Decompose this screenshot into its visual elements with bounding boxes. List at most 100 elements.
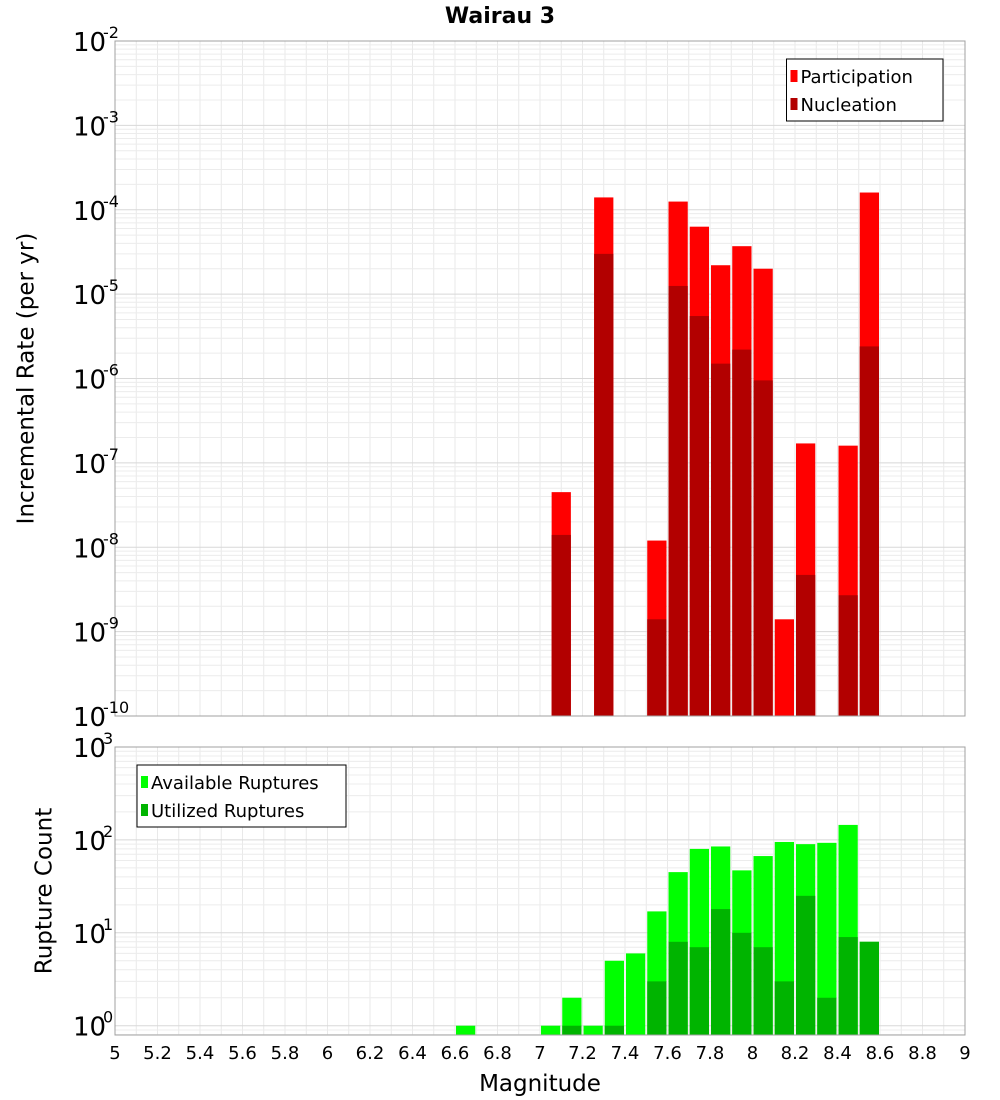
y-tick-label: 10 xyxy=(73,450,106,480)
x-axis-label: Magnitude xyxy=(479,1071,601,1097)
bar xyxy=(689,316,709,716)
x-tick-label: 6.4 xyxy=(398,1043,427,1064)
x-tick-label: 5.8 xyxy=(271,1043,300,1064)
y-tick-label: 10 xyxy=(73,281,106,311)
x-tick-label: 6.6 xyxy=(441,1043,470,1064)
bar xyxy=(551,534,571,716)
bar xyxy=(626,953,646,1035)
x-tick-label: 8.4 xyxy=(823,1043,852,1064)
y-axis-label: Incremental Rate (per yr) xyxy=(14,233,40,525)
bar xyxy=(668,941,688,1035)
x-tick-label: 5.6 xyxy=(228,1043,257,1064)
x-tick-label: 7.6 xyxy=(653,1043,682,1064)
y-tick-exponent: -8 xyxy=(103,529,119,548)
y-tick-exponent: -2 xyxy=(103,23,119,42)
legend-swatch xyxy=(141,776,148,788)
series-nucleation xyxy=(551,253,879,716)
legend: Participation Nucleation xyxy=(786,58,944,122)
grid xyxy=(114,40,966,717)
x-tick-label: 8.8 xyxy=(908,1043,937,1064)
bar xyxy=(796,574,816,716)
x-tick-label: 5.4 xyxy=(186,1043,215,1064)
bar xyxy=(594,253,614,716)
x-tick-label: 7.2 xyxy=(568,1043,597,1064)
bar xyxy=(689,947,709,1035)
bar xyxy=(859,941,879,1035)
x-tick-label: 7 xyxy=(534,1043,545,1064)
legend-label: Participation xyxy=(801,67,913,88)
bar xyxy=(817,842,837,1035)
bar xyxy=(604,960,624,1035)
x-tick-label: 9 xyxy=(959,1043,970,1064)
bar xyxy=(583,1025,603,1035)
y-tick-exponent: 0 xyxy=(103,1008,113,1027)
y-tick-label: 10 xyxy=(73,619,106,649)
bar xyxy=(732,349,752,716)
y-tick-label: 10 xyxy=(73,366,106,396)
legend-swatch xyxy=(141,804,148,816)
legend-swatch xyxy=(790,70,798,82)
bar xyxy=(562,1025,582,1035)
y-tick-exponent: -6 xyxy=(103,361,119,380)
bar xyxy=(711,909,731,1035)
y-tick-exponent: -10 xyxy=(103,698,129,717)
x-tick-label: 8.6 xyxy=(866,1043,895,1064)
y-tick-exponent: 3 xyxy=(103,729,113,748)
legend-box xyxy=(136,764,347,828)
y-tick-label: 10 xyxy=(73,28,106,58)
legend-label: Nucleation xyxy=(801,95,897,116)
bar xyxy=(711,363,731,716)
y-tick-label: 10 xyxy=(73,534,106,564)
x-tick-label: 5.2 xyxy=(143,1043,172,1064)
legend-box xyxy=(786,58,944,122)
plot-frame xyxy=(114,40,966,717)
y-tick-exponent: -4 xyxy=(103,192,119,211)
y-tick-exponent: -9 xyxy=(103,614,119,633)
x-tick-label: 6 xyxy=(322,1043,333,1064)
legend: Available Ruptures Utilized Ruptures xyxy=(136,764,347,828)
legend-label: Available Ruptures xyxy=(151,773,319,794)
y-tick-label: 10 xyxy=(73,703,106,733)
bar xyxy=(456,1025,476,1035)
bar xyxy=(562,997,582,1035)
y-tick-label: 10 xyxy=(73,1013,106,1043)
bar xyxy=(753,380,773,716)
y-tick-label: 10 xyxy=(73,112,106,142)
y-tick-label: 10 xyxy=(73,734,106,764)
x-tick-label: 5 xyxy=(109,1043,120,1064)
y-tick-label: 10 xyxy=(73,920,106,950)
bar xyxy=(647,619,667,716)
bar xyxy=(817,997,837,1035)
y-axis-label: Rupture Count xyxy=(32,808,58,974)
x-tick-label: 7.8 xyxy=(696,1043,725,1064)
x-tick-label: 6.8 xyxy=(483,1043,512,1064)
bar xyxy=(838,595,858,716)
x-tick-label: 8 xyxy=(747,1043,758,1064)
y-tick-exponent: -7 xyxy=(103,445,119,464)
bar xyxy=(774,619,794,716)
bar xyxy=(859,346,879,716)
rate-panel: 10-1010-910-810-710-610-510-410-310-2Inc… xyxy=(14,23,966,733)
legend-label: Utilized Ruptures xyxy=(151,801,304,822)
series-utilized-ruptures xyxy=(562,895,879,1035)
bar xyxy=(732,932,752,1035)
y-tick-label: 10 xyxy=(73,827,106,857)
bar xyxy=(647,981,667,1035)
y-tick-exponent: -3 xyxy=(103,107,119,126)
bar xyxy=(668,285,688,716)
x-tick-label: 6.2 xyxy=(356,1043,385,1064)
legend-swatch xyxy=(790,98,798,110)
y-tick-exponent: -5 xyxy=(103,276,119,295)
x-tick-label: 7.4 xyxy=(611,1043,640,1064)
bar xyxy=(604,1025,624,1035)
bar xyxy=(838,937,858,1035)
y-tick-exponent: 2 xyxy=(103,822,113,841)
plot-frame xyxy=(114,746,966,1036)
chart-title: Wairau 3 xyxy=(445,4,555,29)
bar xyxy=(541,1025,561,1035)
bar xyxy=(753,947,773,1035)
